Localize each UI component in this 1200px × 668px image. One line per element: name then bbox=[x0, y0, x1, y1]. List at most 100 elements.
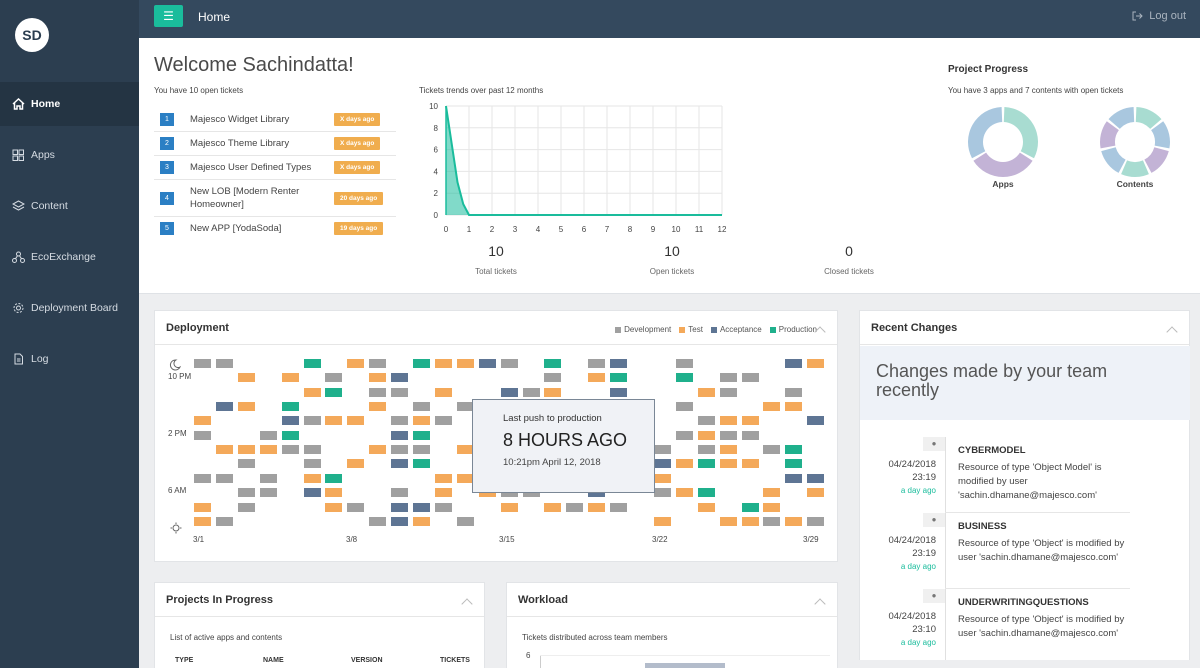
deployment-block[interactable] bbox=[675, 373, 693, 383]
deployment-block[interactable] bbox=[215, 516, 233, 526]
change-item[interactable]: ● 04/24/2018 23:19 a day ago CYBERMODEL … bbox=[860, 437, 1190, 513]
deployment-block[interactable] bbox=[588, 359, 606, 368]
deployment-block[interactable] bbox=[719, 387, 737, 397]
deployment-block[interactable] bbox=[391, 416, 409, 426]
deployment-block[interactable] bbox=[697, 416, 715, 426]
deployment-block[interactable] bbox=[763, 488, 781, 498]
deployment-block[interactable] bbox=[741, 430, 759, 440]
deployment-block[interactable] bbox=[347, 459, 365, 469]
hamburger-icon[interactable]: ☰ bbox=[154, 5, 183, 27]
deployment-block[interactable] bbox=[434, 488, 452, 498]
deployment-block[interactable] bbox=[347, 502, 365, 512]
change-item[interactable]: ● 04/24/2018 23:19 a day ago BUSINESS Re… bbox=[860, 513, 1190, 589]
ticket-row[interactable]: 2 Majesco Theme Library X days ago bbox=[154, 132, 396, 156]
deployment-block[interactable] bbox=[215, 402, 233, 412]
deployment-block[interactable] bbox=[281, 402, 299, 412]
deployment-block[interactable] bbox=[697, 459, 715, 469]
collapse-chevron-icon[interactable] bbox=[461, 598, 473, 610]
deployment-block[interactable] bbox=[325, 387, 343, 397]
deployment-block[interactable] bbox=[544, 502, 562, 512]
deployment-block[interactable] bbox=[369, 387, 387, 397]
deployment-block[interactable] bbox=[413, 402, 430, 412]
deployment-block[interactable] bbox=[456, 402, 474, 412]
deployment-block[interactable] bbox=[588, 502, 606, 512]
deployment-block[interactable] bbox=[194, 359, 211, 368]
deployment-block[interactable] bbox=[610, 387, 628, 397]
deployment-block[interactable] bbox=[391, 488, 409, 498]
deployment-block[interactable] bbox=[610, 502, 628, 512]
sidebar-item-deployment-board[interactable]: Deployment Board bbox=[0, 286, 139, 330]
deployment-block[interactable] bbox=[566, 502, 584, 512]
ticket-row[interactable]: 1 Majesco Widget Library X days ago bbox=[154, 108, 396, 132]
deployment-block[interactable] bbox=[194, 516, 211, 526]
column-header-name[interactable]: NAME bbox=[263, 657, 284, 664]
legend-production[interactable]: Production bbox=[769, 325, 817, 334]
deployment-block[interactable] bbox=[215, 445, 233, 455]
change-item[interactable]: ● 04/24/2018 23:10 a day ago UNDERWRITIN… bbox=[860, 589, 1190, 665]
deployment-block[interactable] bbox=[303, 459, 321, 469]
deployment-block[interactable] bbox=[325, 416, 343, 426]
deployment-block[interactable] bbox=[456, 516, 474, 526]
sidebar-item-log[interactable]: Log bbox=[0, 337, 139, 381]
deployment-block[interactable] bbox=[369, 516, 387, 526]
deployment-block[interactable] bbox=[391, 373, 409, 383]
deployment-block[interactable] bbox=[325, 488, 343, 498]
deployment-block[interactable] bbox=[434, 473, 452, 483]
deployment-block[interactable] bbox=[237, 373, 255, 383]
deployment-block[interactable] bbox=[369, 402, 387, 412]
deployment-block[interactable] bbox=[719, 416, 737, 426]
deployment-block[interactable] bbox=[194, 473, 211, 483]
deployment-block[interactable] bbox=[369, 359, 387, 368]
ticket-row[interactable]: 3 Majesco User Defined Types X days ago bbox=[154, 156, 396, 180]
deployment-block[interactable] bbox=[675, 430, 693, 440]
deployment-block[interactable] bbox=[194, 430, 211, 440]
ticket-row[interactable]: 4 New LOB [Modern Renter Homeowner] 20 day… bbox=[154, 180, 396, 217]
deployment-block[interactable] bbox=[347, 359, 365, 368]
deployment-block[interactable] bbox=[653, 459, 671, 469]
deployment-block[interactable] bbox=[434, 359, 452, 368]
deployment-block[interactable] bbox=[303, 387, 321, 397]
deployment-block[interactable] bbox=[215, 473, 233, 483]
deployment-block[interactable] bbox=[719, 459, 737, 469]
deployment-block[interactable] bbox=[785, 402, 803, 412]
deployment-block[interactable] bbox=[653, 473, 671, 483]
deployment-block[interactable] bbox=[544, 373, 562, 383]
deployment-block[interactable] bbox=[675, 488, 693, 498]
deployment-block[interactable] bbox=[237, 488, 255, 498]
deployment-block[interactable] bbox=[303, 488, 321, 498]
deployment-block[interactable] bbox=[807, 359, 825, 368]
deployment-block[interactable] bbox=[369, 445, 387, 455]
deployment-block[interactable] bbox=[522, 387, 540, 397]
deployment-block[interactable] bbox=[281, 416, 299, 426]
deployment-block[interactable] bbox=[303, 416, 321, 426]
deployment-block[interactable] bbox=[456, 359, 474, 368]
deployment-block[interactable] bbox=[391, 445, 409, 455]
deployment-block[interactable] bbox=[741, 516, 759, 526]
sidebar-item-content[interactable]: Content bbox=[0, 184, 139, 228]
deployment-block[interactable] bbox=[610, 359, 628, 368]
deployment-block[interactable] bbox=[237, 402, 255, 412]
deployment-block[interactable] bbox=[413, 459, 430, 469]
sidebar-item-ecoexchange[interactable]: EcoExchange bbox=[0, 235, 139, 279]
deployment-block[interactable] bbox=[500, 359, 518, 368]
deployment-block[interactable] bbox=[413, 359, 430, 368]
deployment-block[interactable] bbox=[303, 359, 321, 368]
legend-test[interactable]: Test bbox=[679, 325, 703, 334]
deployment-block[interactable] bbox=[237, 459, 255, 469]
sidebar-item-apps[interactable]: Apps bbox=[0, 133, 139, 177]
deployment-block[interactable] bbox=[785, 445, 803, 455]
deployment-block[interactable] bbox=[544, 359, 562, 368]
deployment-block[interactable] bbox=[675, 459, 693, 469]
deployment-block[interactable] bbox=[413, 430, 430, 440]
deployment-block[interactable] bbox=[478, 359, 496, 368]
deployment-block[interactable] bbox=[697, 387, 715, 397]
deployment-block[interactable] bbox=[719, 516, 737, 526]
deployment-block[interactable] bbox=[413, 416, 430, 426]
deployment-block[interactable] bbox=[697, 430, 715, 440]
deployment-block[interactable] bbox=[259, 488, 277, 498]
deployment-block[interactable] bbox=[434, 387, 452, 397]
deployment-block[interactable] bbox=[194, 416, 211, 426]
deployment-block[interactable] bbox=[741, 502, 759, 512]
deployment-block[interactable] bbox=[281, 430, 299, 440]
deployment-block[interactable] bbox=[413, 445, 430, 455]
